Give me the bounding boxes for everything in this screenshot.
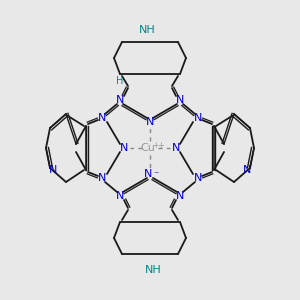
Text: ⁻: ⁻ bbox=[153, 170, 159, 180]
Text: NH: NH bbox=[139, 25, 155, 35]
Text: N: N bbox=[194, 173, 202, 183]
Text: N: N bbox=[49, 165, 57, 175]
Text: N: N bbox=[176, 191, 184, 201]
Text: NH: NH bbox=[145, 265, 161, 275]
Text: N: N bbox=[116, 95, 124, 105]
Text: Cu: Cu bbox=[141, 143, 155, 153]
Text: N: N bbox=[146, 117, 154, 127]
Text: H: H bbox=[116, 76, 124, 86]
Text: N: N bbox=[144, 169, 152, 179]
Text: N: N bbox=[98, 113, 106, 123]
Text: N: N bbox=[194, 113, 202, 123]
Text: N: N bbox=[176, 95, 184, 105]
Text: N: N bbox=[116, 191, 124, 201]
Text: ++: ++ bbox=[153, 140, 165, 149]
Text: N: N bbox=[120, 143, 128, 153]
Text: N: N bbox=[172, 143, 180, 153]
Text: N: N bbox=[243, 165, 251, 175]
Text: N: N bbox=[98, 173, 106, 183]
